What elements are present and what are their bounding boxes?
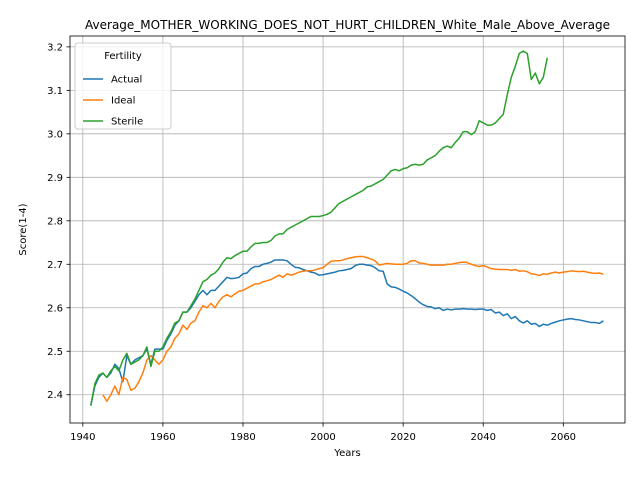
x-tick-label: 2060 bbox=[551, 432, 576, 443]
chart-title: Average_MOTHER_WORKING_DOES_NOT_HURT_CHI… bbox=[85, 18, 610, 32]
series-line-actual bbox=[90, 259, 604, 406]
x-tick-label: 1940 bbox=[70, 432, 95, 443]
y-tick-label: 2.4 bbox=[47, 390, 63, 401]
y-tick-label: 2.9 bbox=[47, 173, 63, 184]
axis-ticks: 1940 1960 1980 2000 2020 2040 2060 2.4 2.5 2.6 2.7… bbox=[47, 42, 576, 443]
y-tick-label: 3.2 bbox=[47, 42, 63, 53]
series-lines bbox=[90, 50, 604, 406]
legend-label-ideal: Ideal bbox=[111, 96, 135, 107]
y-tick-label: 2.5 bbox=[47, 347, 63, 358]
x-tick-label: 1960 bbox=[150, 432, 175, 443]
grid bbox=[70, 36, 625, 423]
y-tick-label: 3.0 bbox=[47, 129, 63, 140]
y-axis-label: Score(1-4) bbox=[18, 203, 29, 255]
x-axis-label: Years bbox=[333, 448, 360, 459]
y-tick-label: 2.6 bbox=[47, 303, 63, 314]
x-tick-label: 2000 bbox=[310, 432, 335, 443]
legend-label-actual: Actual bbox=[111, 75, 142, 86]
series-line-ideal bbox=[102, 255, 604, 403]
y-tick-label: 3.1 bbox=[47, 86, 63, 97]
y-tick-label: 2.8 bbox=[47, 216, 63, 227]
legend-label-sterile: Sterile bbox=[111, 117, 143, 128]
x-tick-label: 2020 bbox=[390, 432, 415, 443]
plot-frame bbox=[69, 35, 626, 424]
legend-entries: Actual Ideal Sterile bbox=[83, 75, 143, 128]
y-tick-label: 2.7 bbox=[47, 260, 63, 271]
series-line-sterile bbox=[90, 50, 549, 406]
legend-title: Fertility bbox=[104, 51, 142, 62]
x-tick-label: 2040 bbox=[471, 432, 496, 443]
x-tick-label: 1980 bbox=[230, 432, 255, 443]
legend: Fertility Actual Ideal Sterile bbox=[74, 42, 172, 130]
legend-box bbox=[74, 42, 172, 130]
